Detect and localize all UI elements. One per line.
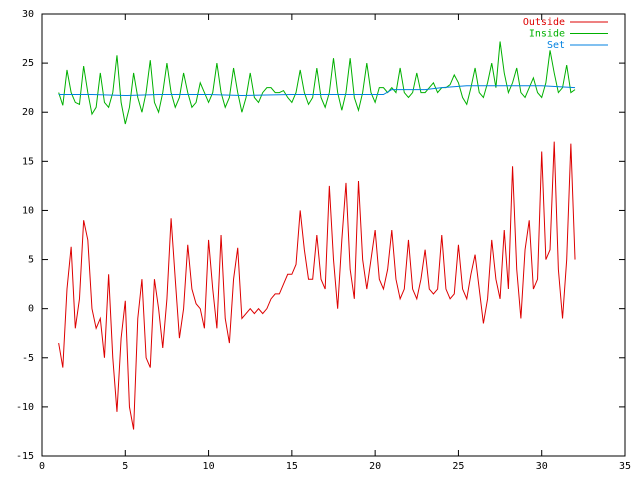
x-tick-label: 10 — [203, 461, 215, 472]
series-line — [58, 141, 576, 430]
series-line — [58, 41, 576, 125]
legend-label: Inside — [529, 29, 565, 40]
series-line — [58, 85, 576, 97]
x-tick-label: 35 — [619, 461, 631, 472]
x-tick-label: 0 — [39, 461, 45, 472]
y-tick-label: 10 — [22, 205, 34, 216]
x-tick-label: 5 — [122, 461, 128, 472]
legend-label: Outside — [523, 17, 565, 28]
y-tick-label: 15 — [22, 156, 34, 167]
y-tick-label: 20 — [22, 107, 34, 118]
x-tick-label: 30 — [536, 461, 548, 472]
y-tick-label: 25 — [22, 58, 34, 69]
legend-label: Set — [547, 40, 565, 51]
plot-border — [41, 13, 626, 457]
x-tick-label: 15 — [286, 461, 298, 472]
y-tick-label: -15 — [16, 451, 34, 462]
x-tick-label: 20 — [369, 461, 381, 472]
y-tick-label: -10 — [16, 402, 34, 413]
y-tick-label: 30 — [22, 9, 34, 20]
x-tick-label: 25 — [452, 461, 464, 472]
y-tick-label: 0 — [28, 304, 34, 315]
y-tick-label: -5 — [22, 353, 34, 364]
y-tick-label: 5 — [28, 255, 34, 266]
